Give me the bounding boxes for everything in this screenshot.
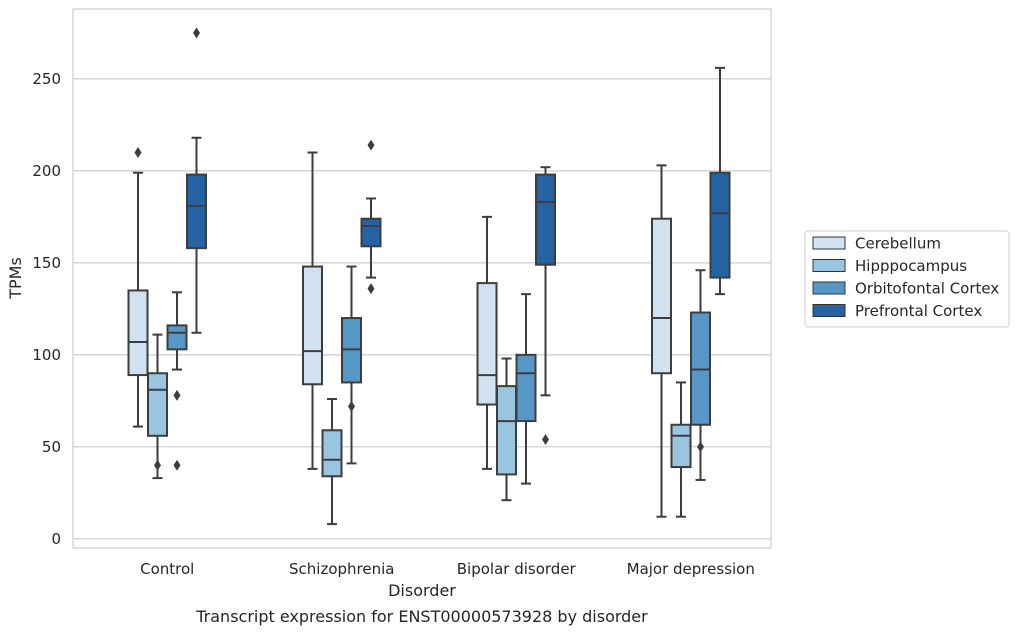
x-tick-label: Control xyxy=(140,560,194,578)
box-iqr xyxy=(127,289,149,377)
box-iqr xyxy=(496,385,517,476)
gridlines xyxy=(73,78,771,540)
box-2-0 xyxy=(476,215,498,470)
box-2-3 xyxy=(535,166,556,445)
outlier-point xyxy=(173,389,181,401)
box-2-2 xyxy=(515,293,537,485)
outlier-point xyxy=(173,459,181,471)
outlier-point xyxy=(542,433,549,445)
box-1-1 xyxy=(321,397,343,526)
box-3-1 xyxy=(670,381,692,518)
box-1-3 xyxy=(360,139,382,295)
legend-swatch xyxy=(812,281,846,295)
legend-label: Prefrontal Cortex xyxy=(855,302,982,320)
x-tick-label: Schizophrenia xyxy=(289,560,394,578)
box-1-0 xyxy=(302,151,323,470)
box-0-0 xyxy=(127,146,149,428)
legend-label: Cerebellum xyxy=(855,235,941,253)
outlier-point xyxy=(367,139,375,151)
box-iqr xyxy=(302,265,323,386)
box-iqr xyxy=(147,372,168,437)
y-tick-label: 250 xyxy=(32,70,61,88)
y-axis-title: TPMs xyxy=(6,257,25,300)
box-iqr xyxy=(670,423,692,469)
box-iqr xyxy=(360,217,382,248)
box-3-3 xyxy=(709,66,731,296)
box-iqr xyxy=(321,429,343,478)
x-tick-label: Bipolar disorder xyxy=(457,560,577,578)
box-2-1 xyxy=(496,357,517,502)
y-axis-ticks: 0 50 100 150 200 250 xyxy=(32,70,61,548)
y-tick-label: 50 xyxy=(42,438,61,456)
x-axis-title: Disorder xyxy=(388,581,456,600)
legend-label: Orbitofontal Cortex xyxy=(855,280,999,298)
box-3-2 xyxy=(690,269,711,481)
outlier-point xyxy=(134,146,142,158)
box-0-3 xyxy=(186,27,207,334)
box-iqr xyxy=(476,282,498,406)
y-tick-label: 200 xyxy=(32,162,61,180)
box-0-2 xyxy=(166,291,188,471)
x-axis-ticks: Control Schizophrenia Bipolar disorder Majo… xyxy=(140,560,755,578)
x-tick-label: Major depression xyxy=(627,560,755,578)
box-iqr xyxy=(166,324,188,351)
legend-frame xyxy=(804,230,1010,328)
box-iqr xyxy=(186,173,207,250)
legend-swatch xyxy=(812,236,846,250)
y-tick-label: 100 xyxy=(32,346,61,364)
legend-label: Hipppocampus xyxy=(855,257,967,275)
outlier-point xyxy=(697,441,704,453)
box-3-0 xyxy=(651,164,672,518)
outlier-point xyxy=(367,283,375,295)
box-iqr xyxy=(515,353,537,423)
box-0-1 xyxy=(147,333,168,480)
box-iqr xyxy=(535,173,556,266)
y-tick-label: 0 xyxy=(51,530,61,548)
outlier-point xyxy=(348,400,355,412)
chart-caption: Transcript expression for ENST0000057392… xyxy=(195,607,648,626)
outlier-point xyxy=(193,27,200,39)
y-tick-label: 150 xyxy=(32,254,61,272)
legend-swatch xyxy=(812,304,846,317)
box-iqr xyxy=(651,217,672,375)
box-1-2 xyxy=(341,265,362,465)
legend: Cerebellum Hipppocampus Orbitofontal Corte… xyxy=(804,230,1010,328)
box-iqr xyxy=(709,171,731,279)
legend-swatch xyxy=(812,259,846,272)
box-groups xyxy=(127,27,731,526)
outlier-point xyxy=(154,459,161,471)
